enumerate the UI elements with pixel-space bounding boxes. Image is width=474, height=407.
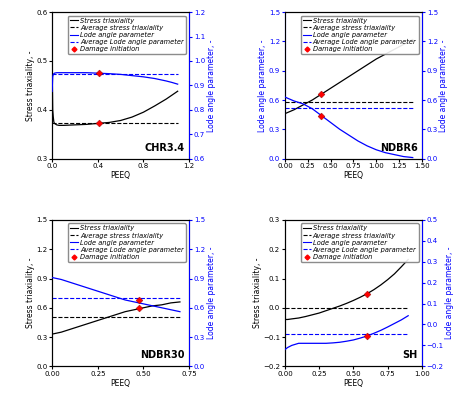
Legend: Stress triaxiality, Average stress triaxiality, Lode angle parameter, Average Lo: Stress triaxiality, Average stress triax… xyxy=(68,15,186,54)
Text: SH: SH xyxy=(402,350,418,361)
Legend: Stress triaxiality, Average stress triaxiality, Lode angle parameter, Average Lo: Stress triaxiality, Average stress triax… xyxy=(68,223,186,262)
Text: NDBR6: NDBR6 xyxy=(380,143,418,153)
Y-axis label: Stress triaxiality, -: Stress triaxiality, - xyxy=(26,258,35,328)
X-axis label: PEEQ: PEEQ xyxy=(110,379,131,387)
Text: CHR3.4: CHR3.4 xyxy=(145,143,185,153)
Y-axis label: Stress triaxiality, -: Stress triaxiality, - xyxy=(253,258,262,328)
Legend: Stress triaxiality, Average stress triaxiality, Lode angle parameter, Average Lo: Stress triaxiality, Average stress triax… xyxy=(301,223,419,262)
Y-axis label: Lode angle parameter, -: Lode angle parameter, - xyxy=(439,39,448,131)
Legend: Stress triaxiality, Average stress triaxiality, Lode angle parameter, Average Lo: Stress triaxiality, Average stress triax… xyxy=(301,15,419,54)
Y-axis label: Lode angle parameter, -: Lode angle parameter, - xyxy=(445,247,454,339)
X-axis label: PEEQ: PEEQ xyxy=(343,171,364,180)
Y-axis label: Lode angle parameter, -: Lode angle parameter, - xyxy=(207,247,216,339)
Y-axis label: Lode angle parameter, -: Lode angle parameter, - xyxy=(207,39,216,131)
X-axis label: PEEQ: PEEQ xyxy=(343,379,364,387)
Y-axis label: Stress triaxiality, -: Stress triaxiality, - xyxy=(26,50,35,120)
X-axis label: PEEQ: PEEQ xyxy=(110,171,131,180)
Y-axis label: Lode angle parameter, -: Lode angle parameter, - xyxy=(258,39,267,131)
Text: NDBR30: NDBR30 xyxy=(140,350,185,361)
